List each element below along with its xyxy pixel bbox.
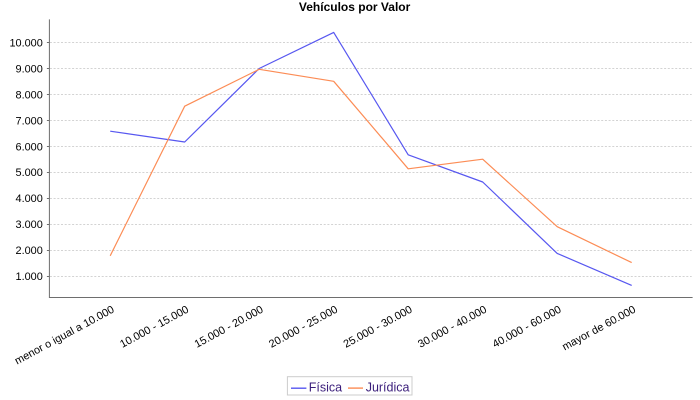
svg-text:7.000: 7.000 xyxy=(16,115,43,127)
svg-text:Vehículos por Valor: Vehículos por Valor xyxy=(299,0,411,14)
svg-text:6.000: 6.000 xyxy=(16,141,43,153)
svg-text:Jurídica: Jurídica xyxy=(366,381,410,395)
svg-text:5.000: 5.000 xyxy=(16,167,43,179)
svg-text:1.000: 1.000 xyxy=(16,271,43,283)
svg-text:9.000: 9.000 xyxy=(16,63,43,75)
svg-text:8.000: 8.000 xyxy=(16,89,43,101)
svg-text:3.000: 3.000 xyxy=(16,219,43,231)
svg-text:4.000: 4.000 xyxy=(16,193,43,205)
svg-text:Física: Física xyxy=(309,381,342,395)
svg-text:2.000: 2.000 xyxy=(16,245,43,257)
svg-text:10.000: 10.000 xyxy=(9,37,42,49)
